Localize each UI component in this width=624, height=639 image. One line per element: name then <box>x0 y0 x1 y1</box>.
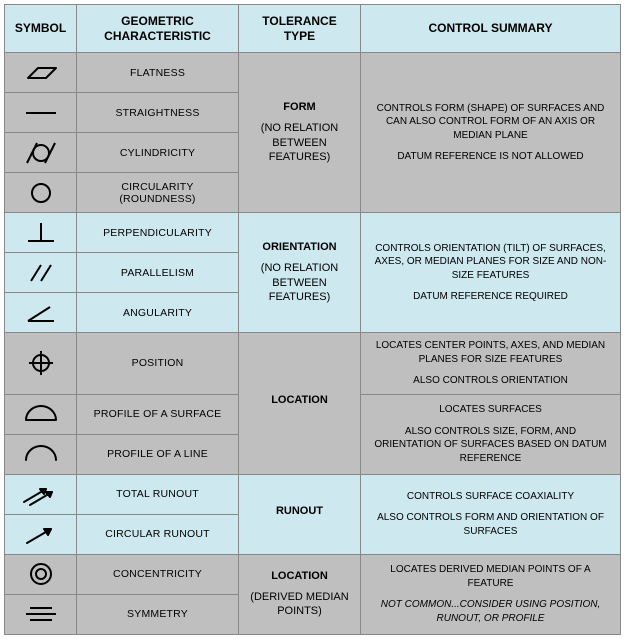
tolerance-sub: (DERIVED MEDIAN POINTS) <box>245 590 354 620</box>
circularity-icon <box>5 173 77 213</box>
characteristic-label: PARALLELISM <box>77 253 239 293</box>
gdt-table: SYMBOL GEOMETRIC CHARACTERISTIC TOLERANC… <box>4 4 621 635</box>
profile_line-icon <box>5 434 77 474</box>
characteristic-label: CYLINDRICITY <box>77 133 239 173</box>
concentricity-icon <box>5 554 77 594</box>
summary-text: DATUM REFERENCE IS NOT ALLOWED <box>371 150 610 164</box>
control-summary: CONTROLS SURFACE COAXIALITY ALSO CONTROLS… <box>361 474 621 554</box>
header-symbol: SYMBOL <box>5 5 77 53</box>
control-summary: LOCATES DERIVED MEDIAN POINTS OF A FEATU… <box>361 554 621 634</box>
tolerance-main: FORM <box>245 100 354 115</box>
table-row: POSITIONLOCATIONLOCATES CENTER POINTS, A… <box>5 333 621 395</box>
summary-text: ALSO CONTROLS SIZE, FORM, AND ORIENTATIO… <box>371 425 610 466</box>
characteristic-label: PERPENDICULARITY <box>77 213 239 253</box>
tolerance-main: LOCATION <box>245 569 354 584</box>
summary-text: ALSO CONTROLS ORIENTATION <box>371 374 610 388</box>
header-row: SYMBOL GEOMETRIC CHARACTERISTIC TOLERANC… <box>5 5 621 53</box>
header-characteristic: GEOMETRIC CHARACTERISTIC <box>77 5 239 53</box>
tolerance-main: RUNOUT <box>245 504 354 519</box>
tolerance-sub: (NO RELATION BETWEEN FEATURES) <box>245 121 354 166</box>
summary-text: CONTROLS ORIENTATION (TILT) OF SURFACES,… <box>371 242 610 283</box>
tolerance-type: LOCATION <box>239 333 361 475</box>
circular_runout-icon <box>5 514 77 554</box>
control-summary: LOCATES SURFACES ALSO CONTROLS SIZE, FORM… <box>361 394 621 474</box>
table-row: FLATNESSFORM(NO RELATION BETWEEN FEATURE… <box>5 53 621 93</box>
characteristic-label: PROFILE OF A LINE <box>77 434 239 474</box>
characteristic-label: POSITION <box>77 333 239 395</box>
flatness-icon <box>5 53 77 93</box>
summary-text: LOCATES CENTER POINTS, AXES, AND MEDIAN … <box>371 339 610 366</box>
table-row: CONCENTRICITYLOCATION(DERIVED MEDIAN POI… <box>5 554 621 594</box>
angularity-icon <box>5 293 77 333</box>
tolerance-type: ORIENTATION (NO RELATION BETWEEN FEATURES… <box>239 213 361 333</box>
summary-text: LOCATES DERIVED MEDIAN POINTS OF A FEATU… <box>371 563 610 590</box>
straightness-icon <box>5 93 77 133</box>
characteristic-label: CONCENTRICITY <box>77 554 239 594</box>
tolerance-main: LOCATION <box>245 393 354 408</box>
parallelism-icon <box>5 253 77 293</box>
characteristic-label: FLATNESS <box>77 53 239 93</box>
table-row: PERPENDICULARITYORIENTATION(NO RELATION … <box>5 213 621 253</box>
tolerance-main: ORIENTATION <box>245 240 354 255</box>
control-summary: LOCATES CENTER POINTS, AXES, AND MEDIAN … <box>361 333 621 395</box>
summary-text: LOCATES SURFACES <box>371 403 610 417</box>
total_runout-icon <box>5 474 77 514</box>
characteristic-label: CIRCULAR RUNOUT <box>77 514 239 554</box>
tolerance-sub: (NO RELATION BETWEEN FEATURES) <box>245 261 354 306</box>
control-summary: CONTROLS ORIENTATION (TILT) OF SURFACES,… <box>361 213 621 333</box>
tolerance-type: RUNOUT <box>239 474 361 554</box>
characteristic-label: PROFILE OF A SURFACE <box>77 394 239 434</box>
symmetry-icon <box>5 594 77 634</box>
summary-text: ALSO CONTROLS FORM AND ORIENTATION OF SU… <box>371 511 610 538</box>
header-summary: CONTROL SUMMARY <box>361 5 621 53</box>
control-summary: CONTROLS FORM (SHAPE) OF SURFACES AND CA… <box>361 53 621 213</box>
tolerance-type: FORM (NO RELATION BETWEEN FEATURES) <box>239 53 361 213</box>
perpendicularity-icon <box>5 213 77 253</box>
characteristic-label: STRAIGHTNESS <box>77 93 239 133</box>
cylindricity-icon <box>5 133 77 173</box>
profile_surface-icon <box>5 394 77 434</box>
characteristic-label: SYMMETRY <box>77 594 239 634</box>
summary-text: NOT COMMON...CONSIDER USING POSITION, RU… <box>371 598 610 625</box>
table-row: TOTAL RUNOUTRUNOUTCONTROLS SURFACE COAXI… <box>5 474 621 514</box>
characteristic-label: TOTAL RUNOUT <box>77 474 239 514</box>
summary-text: CONTROLS FORM (SHAPE) OF SURFACES AND CA… <box>371 102 610 143</box>
tolerance-type: LOCATION (DERIVED MEDIAN POINTS) <box>239 554 361 634</box>
characteristic-label: CIRCULARITY (ROUNDNESS) <box>77 173 239 213</box>
position-icon <box>5 333 77 395</box>
characteristic-label: ANGULARITY <box>77 293 239 333</box>
summary-text: CONTROLS SURFACE COAXIALITY <box>371 490 610 504</box>
summary-text: DATUM REFERENCE REQUIRED <box>371 290 610 304</box>
header-tolerance: TOLERANCE TYPE <box>239 5 361 53</box>
